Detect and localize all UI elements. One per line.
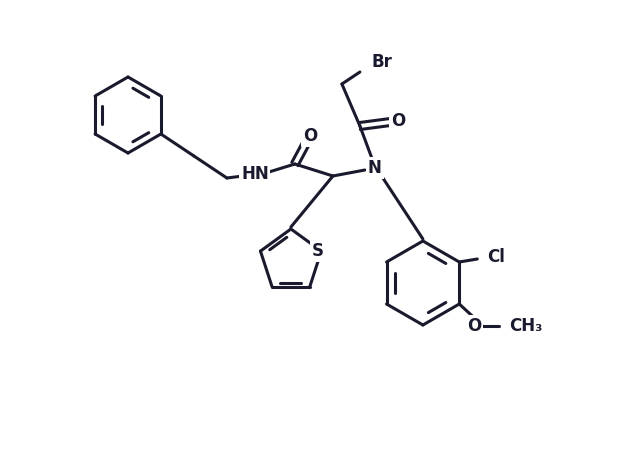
Text: O: O [391,112,405,130]
Text: Cl: Cl [487,248,505,266]
Text: S: S [311,242,323,260]
Text: CH₃: CH₃ [509,317,543,335]
Text: N: N [368,159,382,177]
Text: O: O [467,317,481,335]
Text: Br: Br [372,53,393,71]
Text: O: O [303,127,317,145]
Text: HN: HN [241,165,269,183]
